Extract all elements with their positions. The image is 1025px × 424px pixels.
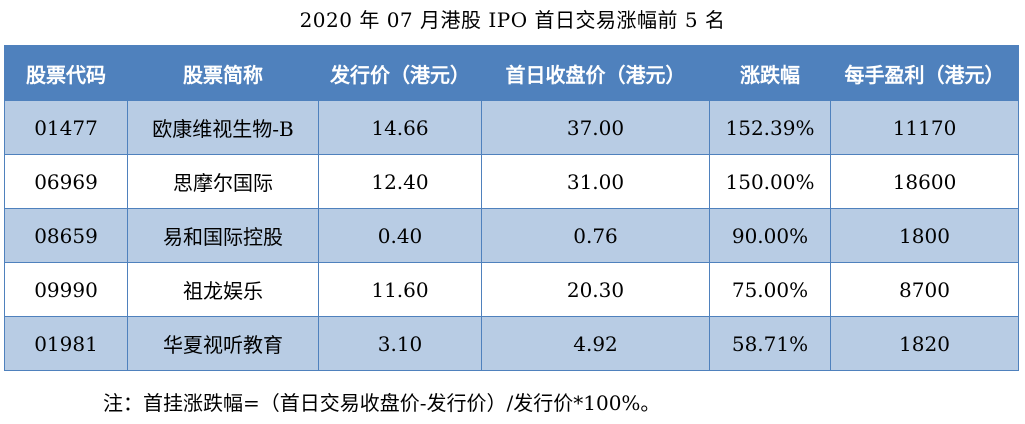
cell-profit-per-lot: 1800	[830, 208, 1019, 263]
footnote: 注：首挂涨跌幅=（首日交易收盘价-发行价）/发行价*100%。	[103, 391, 661, 415]
table-row: 08659 易和国际控股 0.40 0.76 90.00% 1800	[4, 208, 1019, 263]
cell-profit-per-lot: 11170	[830, 100, 1019, 155]
cell-change-percent: 58.71%	[709, 316, 831, 371]
cell-profit-per-lot: 8700	[830, 262, 1019, 317]
cell-issue-price: 14.66	[318, 100, 482, 155]
cell-stock-code: 01477	[4, 100, 128, 155]
cell-stock-code: 01981	[4, 316, 128, 371]
table-row: 01981 华夏视听教育 3.10 4.92 58.71% 1820	[4, 316, 1019, 371]
cell-change-percent: 75.00%	[709, 262, 831, 317]
cell-first-day-close: 31.00	[481, 154, 710, 209]
cell-stock-name: 欧康维视生物-B	[127, 100, 319, 155]
cell-first-day-close: 37.00	[481, 100, 710, 155]
cell-stock-code: 09990	[4, 262, 128, 317]
cell-stock-name: 思摩尔国际	[127, 154, 319, 209]
cell-issue-price: 3.10	[318, 316, 482, 371]
ipo-table: 股票代码 股票简称 发行价（港元） 首日收盘价（港元） 涨跌幅 每手盈利（港元）…	[4, 45, 1019, 371]
header-issue-price: 发行价（港元）	[318, 45, 482, 101]
cell-profit-per-lot: 18600	[830, 154, 1019, 209]
cell-first-day-close: 4.92	[481, 316, 710, 371]
cell-stock-name: 华夏视听教育	[127, 316, 319, 371]
cell-first-day-close: 0.76	[481, 208, 710, 263]
cell-stock-code: 06969	[4, 154, 128, 209]
table-title: 2020 年 07 月港股 IPO 首日交易涨幅前 5 名	[299, 8, 726, 32]
header-stock-name: 股票简称	[127, 45, 319, 101]
table-row: 09990 祖龙娱乐 11.60 20.30 75.00% 8700	[4, 262, 1019, 317]
table-row: 01477 欧康维视生物-B 14.66 37.00 152.39% 11170	[4, 100, 1019, 155]
cell-change-percent: 90.00%	[709, 208, 831, 263]
cell-stock-name: 祖龙娱乐	[127, 262, 319, 317]
header-change-percent: 涨跌幅	[709, 45, 831, 101]
cell-first-day-close: 20.30	[481, 262, 710, 317]
cell-issue-price: 12.40	[318, 154, 482, 209]
cell-change-percent: 150.00%	[709, 154, 831, 209]
header-profit-per-lot: 每手盈利（港元）	[830, 45, 1019, 101]
header-stock-code: 股票代码	[4, 45, 128, 101]
cell-stock-code: 08659	[4, 208, 128, 263]
cell-change-percent: 152.39%	[709, 100, 831, 155]
cell-issue-price: 11.60	[318, 262, 482, 317]
cell-profit-per-lot: 1820	[830, 316, 1019, 371]
table-row: 06969 思摩尔国际 12.40 31.00 150.00% 18600	[4, 154, 1019, 209]
cell-stock-name: 易和国际控股	[127, 208, 319, 263]
table-header-row: 股票代码 股票简称 发行价（港元） 首日收盘价（港元） 涨跌幅 每手盈利（港元）	[4, 45, 1019, 101]
cell-issue-price: 0.40	[318, 208, 482, 263]
header-first-day-close: 首日收盘价（港元）	[481, 45, 710, 101]
